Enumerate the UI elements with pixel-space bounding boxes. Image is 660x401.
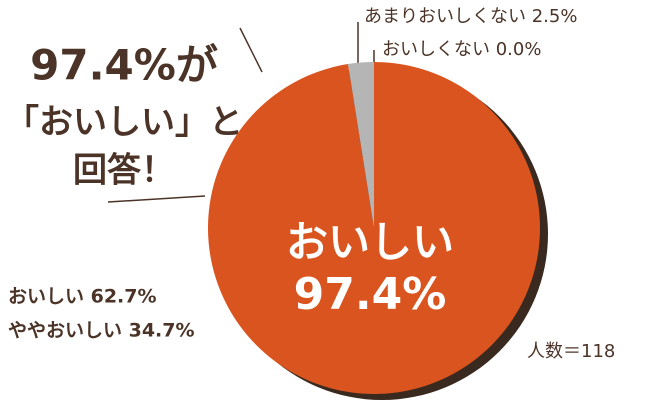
value-label: 0.0% bbox=[496, 39, 542, 60]
note: 人数＝118 bbox=[527, 341, 615, 362]
slice-label: おいしい bbox=[286, 218, 454, 267]
pie-slice bbox=[207, 62, 540, 394]
headline: 「おいしい」と bbox=[5, 103, 243, 143]
headline: 回答！ bbox=[73, 151, 175, 191]
decoration bbox=[107, 195, 206, 203]
slice-label: あまりおいしくない 2.5% bbox=[364, 6, 577, 27]
value-label: 2.5% bbox=[532, 6, 578, 27]
slice-value-label: 97.4% bbox=[294, 269, 447, 320]
headline: 97.4%が bbox=[30, 41, 218, 90]
category-label: あまりおいしくない bbox=[364, 6, 526, 27]
pie-slice bbox=[348, 62, 374, 228]
slice-label: おいしくない 0.0% bbox=[382, 39, 541, 60]
category-label: おいしくない bbox=[382, 39, 490, 60]
decoration bbox=[239, 27, 263, 73]
annotation: おいしい 62.7% bbox=[8, 286, 157, 308]
annotation: ややおいしい 34.7% bbox=[8, 320, 195, 342]
